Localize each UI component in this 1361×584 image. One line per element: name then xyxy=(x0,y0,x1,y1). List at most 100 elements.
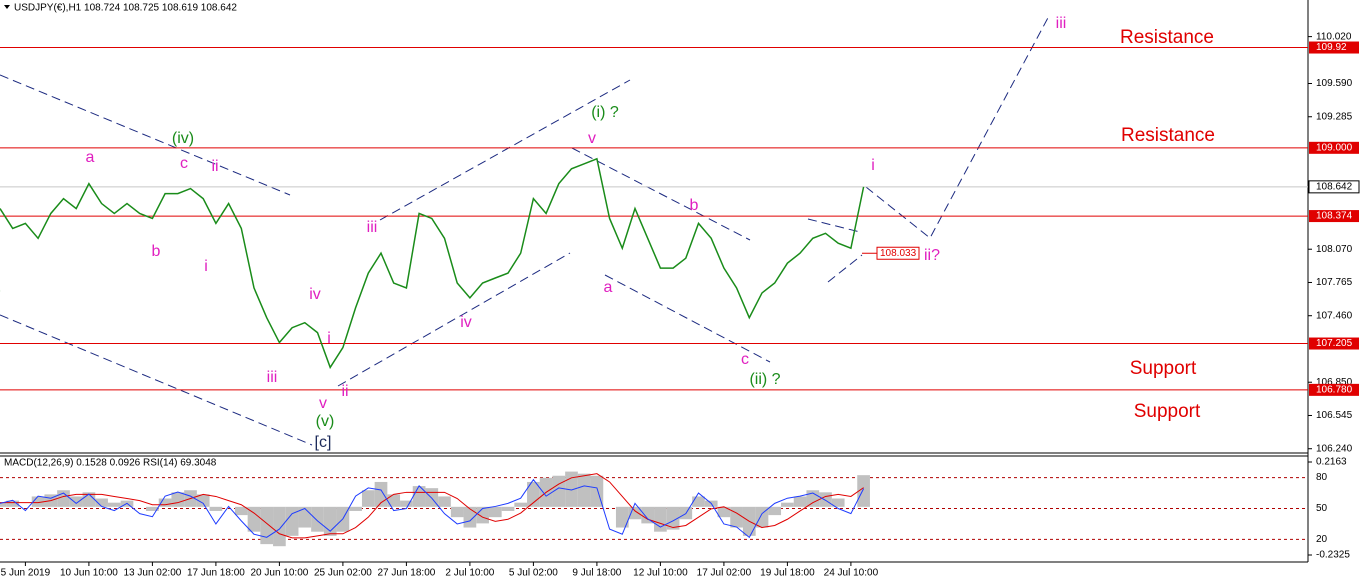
wave-label: c xyxy=(741,351,749,368)
level-label: 106.780 xyxy=(1316,384,1353,395)
price-line xyxy=(0,157,865,370)
wave-label: v xyxy=(319,395,327,412)
level-box xyxy=(1309,337,1359,350)
wave-label: ii? xyxy=(924,247,940,264)
current-price-label: 108.642 xyxy=(1316,181,1353,192)
indicator-title: MACD(12,26,9) 0.1528 0.0926 RSI(14) 69.3… xyxy=(4,458,217,469)
wave-label: (v) xyxy=(316,413,335,430)
level-label: 109.92 xyxy=(1316,42,1347,53)
level-label: 109.000 xyxy=(1316,142,1353,153)
macd-bar xyxy=(361,490,375,507)
macd-bar xyxy=(781,502,794,507)
x-tick-label: 19 Jul 18:00 xyxy=(760,568,815,579)
macd-bar xyxy=(247,506,261,532)
trend-line xyxy=(827,254,863,283)
y-tick-label: 20 xyxy=(1316,534,1328,545)
x-tick-label: 5 Jul 02:00 xyxy=(509,568,558,579)
level-box xyxy=(1309,210,1359,223)
macd-bar xyxy=(501,506,515,511)
macd-bar xyxy=(438,496,451,507)
level-box xyxy=(1309,383,1359,396)
y-tick-label: 110.020 xyxy=(1316,31,1352,42)
y-tick-label: 108.070 xyxy=(1316,244,1353,255)
macd-bar xyxy=(552,475,566,507)
wave-label: Resistance xyxy=(1121,125,1215,146)
wave-label: ii xyxy=(211,158,218,175)
macd-bar xyxy=(793,496,807,507)
macd-bar xyxy=(196,494,210,507)
macd-bar xyxy=(514,502,528,507)
macd-bar xyxy=(400,500,413,507)
wave-label: (i) xyxy=(0,282,1,299)
wave-label: a xyxy=(604,279,613,296)
x-tick-label: 27 Jun 18:00 xyxy=(377,568,435,579)
macd-bar xyxy=(755,506,769,528)
macd-bar xyxy=(577,473,591,507)
wave-label: iii xyxy=(1056,15,1067,32)
menu-icon xyxy=(4,5,10,9)
wave-label: iv xyxy=(309,286,321,303)
wave-label: i xyxy=(871,157,875,174)
y-tick-label: 106.545 xyxy=(1316,410,1353,421)
trend-line xyxy=(0,74,291,196)
y-tick-label: 107.460 xyxy=(1316,310,1353,321)
macd-bar xyxy=(107,502,121,507)
wave-label: i xyxy=(204,258,208,275)
x-tick-label: 9 Jul 18:00 xyxy=(572,568,621,579)
level-box xyxy=(1309,41,1359,54)
macd-bar xyxy=(260,506,274,545)
x-tick-label: 20 Jun 10:00 xyxy=(250,568,308,579)
trend-line xyxy=(604,274,771,363)
macd-bar xyxy=(209,506,223,511)
x-tick-label: 25 Jun 02:00 xyxy=(314,568,372,579)
macd-bar xyxy=(95,498,108,507)
macd-bar xyxy=(641,506,655,524)
macd-bar xyxy=(565,471,578,507)
macd-bar xyxy=(158,498,172,507)
y-tick-label: 107.765 xyxy=(1316,277,1353,288)
wave-label: iii xyxy=(367,219,378,236)
y2-tick-label: -0.2325 xyxy=(1316,550,1350,561)
trend-line xyxy=(807,218,861,233)
macd-bar xyxy=(666,506,680,530)
macd-bar xyxy=(692,496,705,507)
macd-bar xyxy=(730,506,743,528)
macd-bar xyxy=(819,492,832,507)
y-tick-label: 109.285 xyxy=(1316,111,1353,122)
macd-bar xyxy=(387,494,401,507)
trend-lines xyxy=(0,13,1051,446)
wave-label: Support xyxy=(1130,358,1197,379)
chart-title: USDJPY(€),H1 108.724 108.725 108.619 108… xyxy=(14,3,237,14)
wave-label: ii xyxy=(341,383,348,400)
wave-label: Support xyxy=(1134,401,1201,422)
wave-label: a xyxy=(86,149,95,166)
x-tick-label: 5 Jun 2019 xyxy=(1,568,51,579)
y-tick-label: 109.590 xyxy=(1316,78,1353,89)
macd-bar xyxy=(412,486,426,507)
macd-bar xyxy=(69,496,83,507)
wave-label: iii xyxy=(267,369,278,386)
x-tick-label: 10 Jun 10:00 xyxy=(60,568,118,579)
macd-bar xyxy=(273,506,286,547)
x-tick-label: 17 Jul 02:00 xyxy=(697,568,752,579)
level-label: 107.205 xyxy=(1316,338,1353,349)
wave-label: b xyxy=(690,197,699,214)
wave-label: Resistance xyxy=(1120,27,1214,48)
y-tick-label: 106.850 xyxy=(1316,377,1353,388)
macd-bar xyxy=(0,502,7,507)
x-tick-label: 13 Jun 02:00 xyxy=(123,568,181,579)
price-line xyxy=(0,473,864,539)
macd-bar xyxy=(171,492,185,507)
wave-label: c xyxy=(180,155,188,172)
x-tick-label: 17 Jun 18:00 xyxy=(187,568,245,579)
macd-bar xyxy=(31,496,45,507)
wave-label: v xyxy=(588,130,596,147)
macd-bar xyxy=(450,506,464,518)
wave-label: (ii) ? xyxy=(749,371,780,388)
marker-label: 108.033 xyxy=(880,248,917,259)
macd-bar xyxy=(285,506,299,536)
wave-label: (i) ? xyxy=(591,104,619,121)
